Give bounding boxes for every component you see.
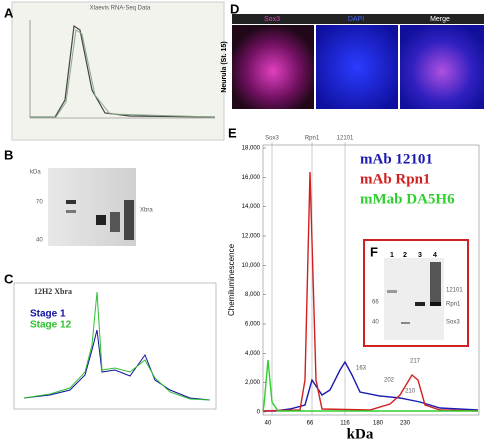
panel-letter: A [4, 5, 14, 20]
y-tick-label: 12,000 [242, 234, 261, 240]
y-tick-label: 4,000 [245, 351, 261, 357]
image [316, 25, 398, 109]
marker: 40 [372, 320, 379, 326]
panel-letter: B [4, 147, 13, 162]
legend: Stage 12 [30, 320, 72, 331]
lane: 1 [390, 252, 394, 259]
marker: 40 [36, 238, 43, 244]
curve [23, 291, 211, 401]
header: Merge [430, 16, 450, 23]
y-tick-label: 18,000 [242, 146, 261, 152]
panel-e: E Chemiluminescence kDa mAb 12101 mAb Rp… [227, 125, 480, 442]
curve [30, 24, 216, 118]
band-label: Rpn1 [446, 302, 461, 308]
x-tick-label: 40 [265, 421, 272, 427]
title: Xlaevis RNA-Seq Data [90, 6, 151, 12]
band [110, 212, 120, 232]
y-tick-label: 10,000 [242, 263, 261, 269]
unit: kDa [30, 170, 41, 176]
header-bar [232, 14, 484, 24]
curve [30, 29, 216, 118]
band [401, 322, 410, 324]
panel-b: B kDa Xbra 70 40 [4, 147, 153, 246]
title: 12H2 Xbra [34, 287, 72, 296]
panel-letter: D [230, 1, 239, 16]
side-label: Neurula (St. 15) [221, 41, 228, 92]
marker: 66 [372, 300, 379, 306]
band-label: Xbra [140, 208, 153, 214]
y-tick-label: 14,000 [242, 204, 261, 210]
lane: 3 [418, 252, 422, 259]
y-tick-label: 8,000 [245, 292, 261, 298]
header: Sox3 [264, 16, 280, 23]
panel-letter: C [4, 271, 14, 286]
band [96, 215, 106, 225]
peak-label: 163 [356, 366, 367, 372]
panel-letter: F [370, 244, 378, 259]
plot-frame [262, 144, 480, 416]
panel-letter: E [228, 125, 237, 140]
x-tick-label: 66 [307, 421, 314, 427]
x-tick-label: 116 [340, 421, 350, 427]
legend: mMab DA5H6 [360, 191, 455, 207]
y-tick-label: 6,000 [245, 322, 261, 328]
panel-bg [13, 282, 217, 410]
band [66, 210, 76, 213]
gel [48, 168, 136, 246]
legend: mAb 12101 [360, 151, 433, 167]
top-label: Rpn1 [305, 136, 320, 142]
top-label: 12101 [337, 136, 354, 142]
legend: mAb Rpn1 [360, 171, 430, 187]
panel-bg [11, 1, 225, 141]
lane: 2 [403, 252, 407, 259]
peak-label: 210 [405, 389, 416, 395]
image [232, 25, 314, 109]
band [387, 290, 397, 293]
band [430, 262, 441, 302]
x-tick-label: 230 [400, 421, 411, 427]
y-tick-label: 16,000 [242, 175, 261, 181]
header: DAPI [348, 16, 364, 23]
top-label: Sox3 [265, 136, 279, 142]
x-tick-label: 180 [373, 421, 384, 427]
band-label: Sox3 [446, 320, 460, 326]
curve [262, 171, 479, 412]
curve [262, 359, 478, 412]
band [124, 200, 134, 240]
curve [263, 360, 479, 412]
band [66, 200, 76, 204]
y-tick-label: 0 [257, 410, 261, 416]
legend: Stage 1 [30, 309, 66, 320]
y-label: Chemiluminescence [227, 243, 236, 316]
panel-f: F 1 2 3 4 12101 Rpn1 Sox3 66 40 [363, 239, 469, 347]
marker: 70 [36, 200, 43, 206]
peak-label: 217 [410, 359, 421, 365]
x-label: kDa [347, 426, 374, 442]
image [400, 25, 484, 109]
curve [23, 329, 211, 401]
lane: 4 [433, 252, 437, 259]
panel-c: C 12H2 Xbra Stage 1 Stage 12 [4, 271, 217, 410]
band [415, 302, 425, 306]
band [430, 302, 441, 306]
panel-d: D Sox3 DAPI Merge Neurula (St. 15) [221, 1, 484, 109]
panel-a: A Xlaevis RNA-Seq Data [4, 1, 225, 141]
peak-label: 202 [384, 378, 395, 384]
band-label: 12101 [446, 288, 463, 294]
y-tick-label: 2,000 [245, 380, 261, 386]
